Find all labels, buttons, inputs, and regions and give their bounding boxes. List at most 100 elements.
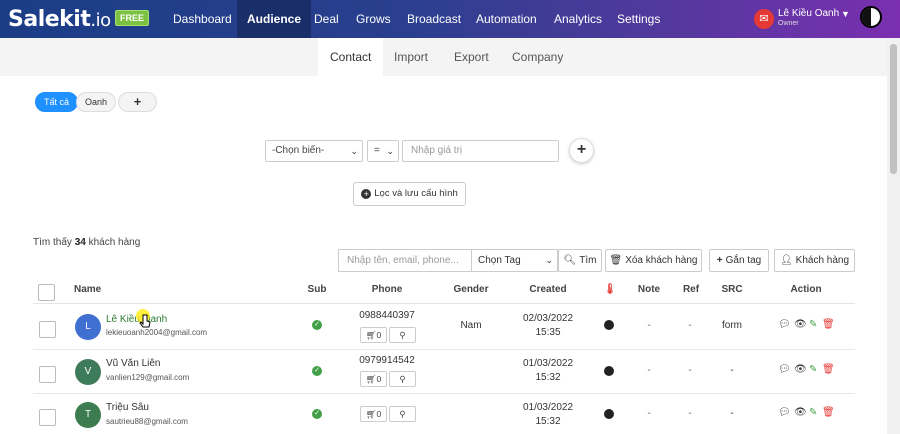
- location-button[interactable]: ⚲: [389, 406, 416, 422]
- check-circle-icon: ✓: [312, 320, 322, 330]
- tab-import[interactable]: Import: [394, 50, 429, 64]
- row-checkbox[interactable]: [39, 366, 56, 383]
- nav-dashboard[interactable]: Dashboard: [173, 12, 232, 26]
- nav-audience[interactable]: Audience: [237, 0, 312, 38]
- temperature-dot: [604, 366, 614, 376]
- col-created[interactable]: Created: [529, 284, 567, 295]
- edit-icon[interactable]: ✎: [809, 319, 818, 330]
- avatar: T: [75, 402, 101, 428]
- tag-select[interactable]: Chọn Tag ⌄: [471, 249, 558, 272]
- map-pin-icon: ⚲: [399, 330, 406, 340]
- col-note[interactable]: Note: [637, 284, 661, 295]
- nav-grows[interactable]: Grows: [356, 12, 391, 26]
- chip-all[interactable]: Tất cả: [35, 92, 79, 112]
- customer-email: vanlien129@gmail.com: [106, 373, 190, 382]
- nav-settings[interactable]: Settings: [617, 12, 661, 26]
- cart-button[interactable]: 🛒︎0: [360, 327, 387, 343]
- src-value: form: [722, 320, 742, 331]
- nav-analytics[interactable]: Analytics: [554, 12, 603, 26]
- value-input[interactable]: Nhập giá trị: [402, 140, 559, 162]
- delete-customer-button[interactable]: 🗑︎ Xóa khách hàng: [605, 249, 702, 272]
- nav-broadcast[interactable]: Broadcast: [407, 12, 462, 26]
- chip-oanh[interactable]: Oanh: [76, 92, 117, 112]
- map-pin-icon: ⚲: [399, 374, 406, 384]
- location-button[interactable]: ⚲: [389, 371, 416, 387]
- eye-icon[interactable]: 👁︎: [794, 319, 807, 330]
- nav-automation[interactable]: Automation: [476, 12, 537, 26]
- created-at: 02/03/2022 15:35: [522, 313, 574, 338]
- col-phone[interactable]: Phone: [371, 284, 403, 295]
- temperature-dot: [604, 320, 614, 330]
- row-checkbox[interactable]: [39, 409, 56, 426]
- eye-icon[interactable]: 👁︎: [794, 407, 807, 418]
- cart-button[interactable]: 🛒︎0: [360, 371, 387, 387]
- map-pin-icon: ⚲: [399, 409, 406, 419]
- operator-select[interactable]: = ⌄: [367, 140, 399, 162]
- col-action[interactable]: Action: [790, 284, 822, 295]
- field-select[interactable]: -Chọn biến- ⌄: [265, 140, 363, 162]
- user-avatar[interactable]: [860, 6, 882, 28]
- vertical-scrollbar[interactable]: [887, 38, 900, 434]
- col-name[interactable]: Name: [74, 284, 102, 295]
- customer-name[interactable]: Triệu Sâu: [106, 402, 149, 413]
- thermometer-icon[interactable]: 🌡︎: [603, 284, 617, 295]
- customer-email: sautrieu88@gmail.com: [106, 417, 188, 426]
- assign-tag-button[interactable]: + Gắn tag: [709, 249, 769, 272]
- user-role: Owner: [778, 20, 799, 27]
- check-circle-icon: ✓: [312, 409, 322, 419]
- user-name: Lê Kiều Oanh: [778, 8, 840, 19]
- trash-icon[interactable]: 🗑︎: [822, 364, 835, 375]
- audience-subtabs: Contact Import Export Company: [0, 38, 887, 76]
- eye-icon[interactable]: 👁︎: [794, 364, 807, 375]
- ref-value: -: [688, 365, 692, 376]
- note-value: -: [647, 365, 651, 376]
- col-ref[interactable]: Ref: [682, 284, 700, 295]
- search-icon: 🔍︎: [563, 255, 577, 266]
- chat-icon[interactable]: 💬︎: [778, 364, 791, 375]
- save-filter-button[interactable]: + Lọc và lưu cấu hình: [353, 182, 466, 206]
- customer-gender: Nam: [460, 320, 482, 331]
- chevron-down-icon[interactable]: ▼: [841, 9, 850, 19]
- col-src[interactable]: SRC: [721, 284, 743, 295]
- results-count: Tìm thấy 34 khách hàng: [33, 237, 141, 248]
- edit-icon[interactable]: ✎: [809, 364, 818, 375]
- chat-icon[interactable]: 💬︎: [778, 319, 791, 330]
- tab-contact[interactable]: Contact: [318, 38, 384, 76]
- salekit-logo[interactable]: Salekit.io: [8, 7, 111, 32]
- trash-icon: 🗑︎: [609, 255, 623, 266]
- edit-icon[interactable]: ✎: [809, 407, 818, 418]
- customer-name[interactable]: Vũ Văn Liên: [106, 358, 161, 369]
- row-divider: [33, 349, 855, 350]
- cart-icon: 🛒︎: [365, 409, 377, 419]
- cart-icon: 🛒︎: [365, 330, 377, 340]
- chevron-down-icon: ⌄: [386, 146, 394, 156]
- col-sub[interactable]: Sub: [307, 284, 327, 295]
- col-gender[interactable]: Gender: [453, 284, 489, 295]
- trash-icon[interactable]: 🗑︎: [822, 407, 835, 418]
- tab-company[interactable]: Company: [512, 50, 564, 64]
- add-customer-button[interactable]: 👤︎ Khách hàng: [774, 249, 855, 272]
- mail-icon[interactable]: ✉: [754, 9, 774, 29]
- search-button[interactable]: 🔍︎ Tìm: [558, 249, 602, 272]
- avatar: L: [75, 314, 101, 340]
- src-value: -: [730, 408, 734, 419]
- plus-icon: +: [716, 255, 723, 266]
- add-condition-button[interactable]: +: [569, 138, 594, 163]
- chat-icon[interactable]: 💬︎: [778, 407, 791, 418]
- add-segment-button[interactable]: +: [118, 92, 157, 112]
- ref-value: -: [688, 320, 692, 331]
- customer-search-input[interactable]: Nhập tên, email, phone...: [338, 249, 471, 272]
- customer-email: lekieuoanh2004@gmail.com: [106, 328, 208, 337]
- note-value: -: [647, 408, 651, 419]
- location-button[interactable]: ⚲: [389, 327, 416, 343]
- cart-icon: 🛒︎: [365, 374, 377, 384]
- cart-button[interactable]: 🛒︎0: [360, 406, 387, 422]
- nav-deal[interactable]: Deal: [314, 12, 339, 26]
- trash-icon[interactable]: 🗑︎: [822, 319, 835, 330]
- created-at: 01/03/2022 15:32: [522, 402, 574, 427]
- created-at: 01/03/2022 15:32: [522, 358, 574, 383]
- row-checkbox[interactable]: [39, 321, 56, 338]
- select-all-checkbox[interactable]: [38, 284, 55, 301]
- scrollbar-thumb[interactable]: [890, 44, 897, 174]
- tab-export[interactable]: Export: [454, 50, 489, 64]
